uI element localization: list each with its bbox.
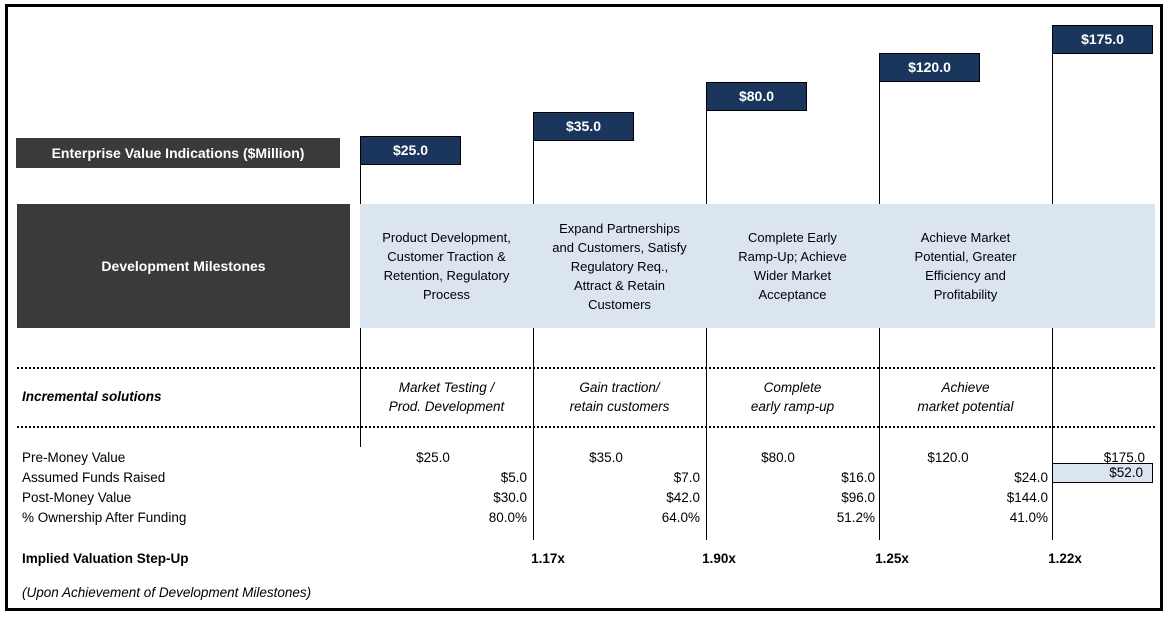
enterprise-value-header: Enterprise Value Indications ($Million) xyxy=(16,138,340,168)
pre-money-value-3: $80.0 xyxy=(761,450,795,465)
implied-step-up-label: Implied Valuation Step-Up xyxy=(22,551,189,566)
ownership-value-3: 51.2% xyxy=(836,510,875,525)
milestone-text-4: Achieve Market Potential, Greater Effici… xyxy=(914,230,1017,302)
dotted-separator-bottom xyxy=(17,426,1155,428)
development-milestones-header: Development Milestones xyxy=(17,204,350,328)
post-money-value-4: $144.0 xyxy=(1006,490,1048,505)
post-money-value-2: $42.0 xyxy=(666,490,700,505)
incremental-text-2: Gain traction/ retain customers xyxy=(569,380,670,414)
step-up-value-2: 1.90x xyxy=(702,551,736,566)
funds-raised-value-4: $24.0 xyxy=(1014,470,1048,485)
implied-step-up-note: (Upon Achievement of Development Milesto… xyxy=(22,585,312,600)
incremental-text-3: Complete early ramp-up xyxy=(750,380,835,414)
post-money-value-1: $30.0 xyxy=(493,490,527,505)
enterprise-value-box-2: $35.0 xyxy=(533,112,634,141)
step-up-value-4: 1.22x xyxy=(1048,551,1082,566)
ownership-value-1: 80.0% xyxy=(488,510,527,525)
funds-raised-value-5-highlighted: $52.0 xyxy=(1052,463,1153,483)
enterprise-value-box-5: $175.0 xyxy=(1052,25,1153,54)
funds-raised-value-3: $16.0 xyxy=(841,470,875,485)
step-up-value-3: 1.25x xyxy=(875,551,909,566)
pre-money-value-5: $175.0 xyxy=(1103,450,1145,465)
ownership-value-4: 41.0% xyxy=(1009,510,1048,525)
post-money-value-3: $96.0 xyxy=(841,490,875,505)
outer-border xyxy=(5,4,1163,611)
pre-money-value-2: $35.0 xyxy=(589,450,623,465)
funds-raised-value-2: $7.0 xyxy=(673,470,700,485)
milestones-band xyxy=(360,204,1155,328)
incremental-text-4: Achieve market potential xyxy=(917,380,1014,414)
row-label-ownership: % Ownership After Funding xyxy=(22,510,187,525)
milestone-text-3: Complete Early Ramp-Up; Achieve Wider Ma… xyxy=(738,230,847,302)
row-label-assumed-funds: Assumed Funds Raised xyxy=(22,470,166,485)
pre-money-value-4: $120.0 xyxy=(927,450,969,465)
dotted-separator-top xyxy=(17,367,1155,369)
milestone-text-2: Expand Partnerships and Customers, Satis… xyxy=(552,220,687,312)
incremental-text-1: Market Testing / Prod. Development xyxy=(388,380,505,414)
funds-raised-value-1: $5.0 xyxy=(500,470,527,485)
incremental-solutions-label: Incremental solutions xyxy=(22,389,162,404)
step-up-value-1: 1.17x xyxy=(531,551,565,566)
row-label-pre-money: Pre-Money Value xyxy=(22,450,126,465)
enterprise-value-box-4: $120.0 xyxy=(879,53,980,82)
milestone-text-1: Product Development, Customer Traction &… xyxy=(382,230,511,302)
ownership-value-2: 64.0% xyxy=(661,510,700,525)
enterprise-value-box-3: $80.0 xyxy=(706,82,807,111)
row-label-post-money: Post-Money Value xyxy=(22,490,132,505)
pre-money-value-1: $25.0 xyxy=(416,450,450,465)
step-line-2 xyxy=(533,140,534,540)
enterprise-value-box-1: $25.0 xyxy=(360,136,461,165)
